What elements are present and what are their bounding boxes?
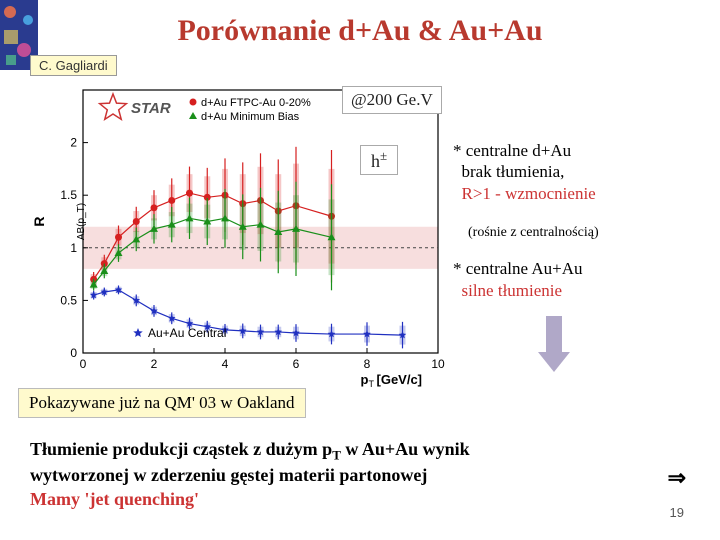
particle-h: h [371, 151, 380, 171]
svg-text:6: 6 [293, 357, 300, 371]
particle-pm: ± [380, 148, 387, 163]
svg-text:T: T [369, 379, 375, 388]
svg-text:8: 8 [364, 357, 371, 371]
slide-title: Porównanie d+Au & Au+Au [0, 14, 720, 48]
svg-text:AB(p_T): AB(p_T) [76, 203, 87, 240]
bt-3: Mamy 'jet quenching' [30, 489, 199, 509]
svg-text:p: p [361, 372, 369, 387]
particle-label: h± [360, 145, 398, 175]
note1-l2: brak tłumienia, [462, 162, 565, 181]
bt-2: wytworzonej w zderzeniu gęstej materii p… [30, 465, 427, 485]
arrow-down-icon [534, 316, 574, 381]
energy-label: @200 Ge.V [342, 86, 442, 114]
bt-1a: Tłumienie produkcji cząstek z dużym p [30, 439, 332, 459]
svg-text:2: 2 [70, 136, 77, 150]
svg-text:Au+Au Central: Au+Au Central [148, 326, 226, 340]
svg-text:1: 1 [70, 241, 77, 255]
note1-l3: R>1 - wzmocnienie [462, 184, 596, 203]
svg-text:[GeV/c]: [GeV/c] [377, 372, 423, 387]
conclusion-text: Tłumienie produkcji cząstek z dużym pT w… [30, 438, 690, 511]
svg-text:0: 0 [70, 346, 77, 360]
svg-text:STAR: STAR [131, 100, 171, 117]
svg-text:10: 10 [431, 357, 445, 371]
svg-text:1.5: 1.5 [60, 188, 77, 202]
svg-text:2: 2 [151, 357, 158, 371]
note-dau: * centralne d+Au brak tłumienia, R>1 - w… [453, 140, 596, 204]
rab-chart: 0 2 4 6 8 10 0 0.5 1 1.5 2 pT[GeV/c] R AB(p_T) STAR d+… [28, 80, 448, 388]
author-label: C. Gagliardi [30, 55, 117, 76]
svg-text:d+Au FTPC-Au 0-20%: d+Au FTPC-Au 0-20% [201, 97, 311, 109]
svg-text:0: 0 [80, 357, 87, 371]
bt-1b: w Au+Au wynik [341, 439, 470, 459]
note2-l1: * centralne Au+Au [453, 259, 583, 278]
note2-l2: silne tłumienie [462, 281, 563, 300]
note1-l1: * centralne d+Au [453, 141, 571, 160]
note-dau-sub: (rośnie z centralnością) [468, 225, 599, 241]
shown-at-label: Pokazywane już na QM' 03 w Oakland [18, 388, 306, 418]
svg-text:0.5: 0.5 [60, 293, 77, 307]
svg-text:R: R [31, 216, 47, 226]
note-auau: * centralne Au+Au silne tłumienie [453, 258, 583, 302]
page-number: 19 [670, 505, 684, 520]
svg-text:d+Au Minimum Bias: d+Au Minimum Bias [201, 111, 300, 123]
implies-arrow: ⇒ [668, 465, 686, 491]
svg-text:4: 4 [222, 357, 229, 371]
